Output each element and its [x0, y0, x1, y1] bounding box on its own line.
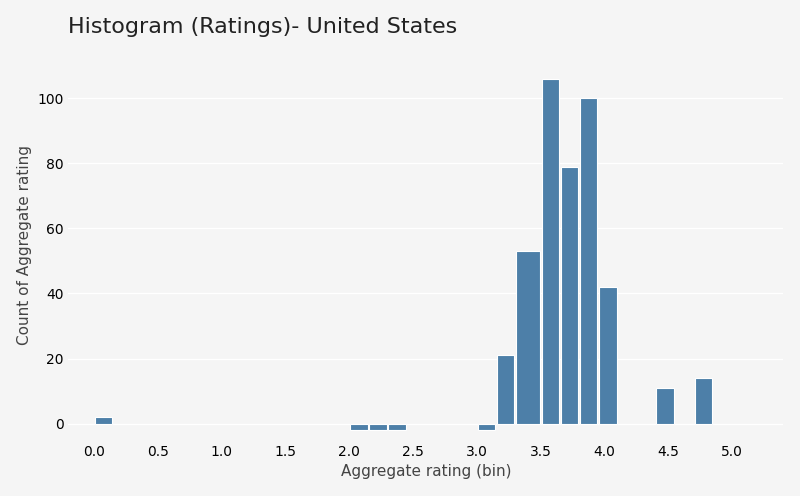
Bar: [350, 424, 368, 430]
Bar: [478, 424, 495, 430]
Bar: [497, 355, 514, 424]
Bar: [542, 79, 559, 424]
Bar: [94, 417, 112, 424]
Bar: [388, 424, 406, 430]
X-axis label: Aggregate rating (bin): Aggregate rating (bin): [341, 464, 511, 479]
Text: Histogram (Ratings)- United States: Histogram (Ratings)- United States: [69, 17, 458, 37]
Y-axis label: Count of Aggregate rating: Count of Aggregate rating: [17, 145, 32, 345]
Bar: [580, 98, 598, 424]
Bar: [516, 251, 540, 424]
Bar: [599, 287, 617, 424]
Bar: [694, 378, 712, 424]
Bar: [370, 424, 387, 430]
Bar: [561, 167, 578, 424]
Bar: [657, 388, 674, 424]
